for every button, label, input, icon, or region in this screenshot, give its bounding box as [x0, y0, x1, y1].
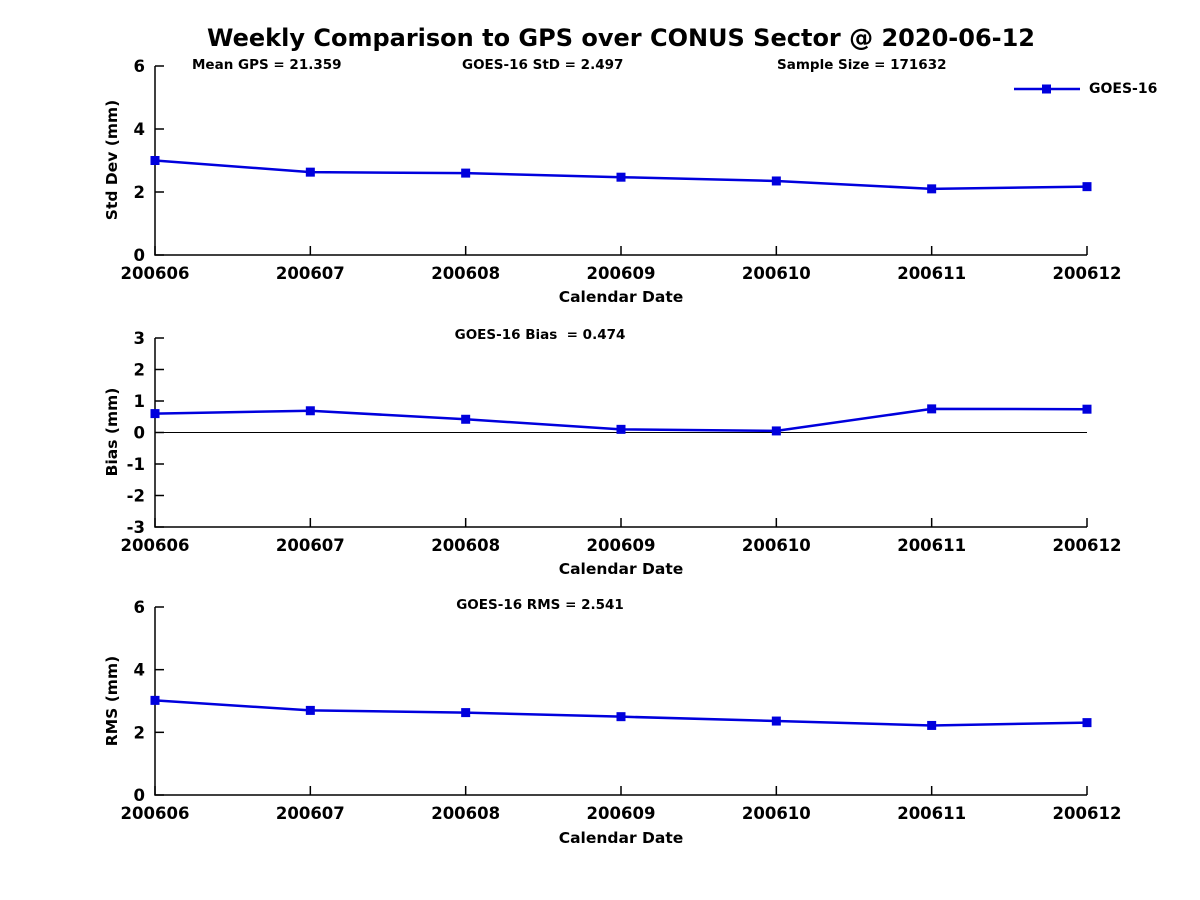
xlabel-bias: Calendar Date [558, 560, 684, 578]
subtitle-bias: GOES-16 Bias = 0.474 [454, 327, 626, 343]
y-tick-label: -2 [127, 487, 145, 506]
y-tick-label: 6 [134, 598, 145, 617]
data-point-marker [305, 406, 315, 416]
data-point-marker [305, 705, 315, 715]
x-tick-label: 200607 [276, 804, 345, 823]
x-tick-label: 200606 [121, 804, 190, 823]
x-tick-label: 200608 [431, 264, 500, 283]
y-tick-label: 3 [134, 329, 145, 348]
xlabel-rms: Calendar Date [558, 829, 684, 847]
x-tick-label: 200609 [587, 264, 656, 283]
y-tick-label: 4 [134, 661, 145, 680]
ylabel-std-dev: Std Dev (mm) [103, 99, 121, 221]
y-tick-label: 4 [134, 120, 145, 139]
x-tick-label: 200610 [742, 536, 811, 555]
data-point-marker [461, 414, 471, 424]
x-tick-label: 200611 [897, 804, 966, 823]
data-point-marker [1082, 404, 1092, 414]
ylabel-bias: Bias (mm) [103, 387, 121, 477]
legend-line-sample-icon [1014, 84, 1080, 94]
data-point-marker [461, 168, 471, 178]
data-point-marker [616, 712, 626, 722]
y-tick-label: 6 [134, 57, 145, 76]
data-point-marker [771, 426, 781, 436]
y-tick-label: 2 [134, 723, 145, 742]
x-tick-label: 200608 [431, 536, 500, 555]
data-point-marker [927, 720, 937, 730]
x-tick-label: 200609 [587, 804, 656, 823]
data-point-marker [616, 172, 626, 182]
x-tick-label: 200606 [121, 536, 190, 555]
x-tick-label: 200612 [1053, 536, 1122, 555]
y-tick-label: -1 [127, 455, 145, 474]
x-tick-label: 200610 [742, 264, 811, 283]
x-tick-label: 200609 [587, 536, 656, 555]
data-point-marker [150, 695, 160, 705]
x-tick-label: 200606 [121, 264, 190, 283]
figure-title: Weekly Comparison to GPS over CONUS Sect… [206, 24, 1035, 52]
y-tick-label: 0 [134, 246, 145, 265]
x-tick-label: 200612 [1053, 264, 1122, 283]
data-point-marker [1082, 718, 1092, 728]
y-tick-label: 0 [134, 424, 145, 443]
data-point-marker [150, 409, 160, 419]
subtitle-rms: GOES-16 RMS = 2.541 [456, 597, 624, 613]
data-point-marker [150, 156, 160, 165]
x-tick-label: 200607 [276, 264, 345, 283]
xlabel-std-dev: Calendar Date [558, 288, 684, 306]
chart-std-dev-plot: 0 2 4 6 200606 200607 200608 200609 200610 200611… [121, 57, 1122, 283]
annotation-goes16-std: GOES-16 StD = 2.497 [462, 57, 624, 73]
y-tick-label: 2 [134, 183, 145, 202]
x-tick-label: 200611 [897, 536, 966, 555]
y-tick-label: -3 [127, 518, 145, 537]
data-point-marker [771, 716, 781, 726]
x-tick-label: 200612 [1053, 804, 1122, 823]
chart-rms-plot: 0 2 4 6 200606 200607 200608 200609 200610 200611… [121, 598, 1122, 823]
legend-marker-icon [1042, 84, 1051, 94]
data-point-marker [461, 708, 471, 718]
axis-spines [154, 607, 1087, 796]
data-point-marker [771, 176, 781, 186]
data-point-marker [305, 167, 315, 177]
ylabel-rms: RMS (mm) [103, 655, 121, 747]
data-point-marker [927, 404, 937, 414]
axis-spines [154, 66, 1087, 256]
x-tick-label: 200608 [431, 804, 500, 823]
data-point-marker [616, 424, 626, 434]
x-tick-label: 200607 [276, 536, 345, 555]
y-tick-label: 2 [134, 361, 145, 380]
annotation-sample-size: Sample Size = 171632 [777, 57, 947, 73]
x-tick-label: 200611 [897, 264, 966, 283]
annotation-mean-gps: Mean GPS = 21.359 [192, 57, 342, 73]
y-tick-label: 1 [134, 392, 145, 411]
data-point-marker [1082, 182, 1092, 192]
data-point-marker [927, 184, 937, 194]
legend-label: GOES-16 [1089, 81, 1158, 97]
y-tick-label: 0 [134, 786, 145, 805]
x-tick-label: 200610 [742, 804, 811, 823]
legend: GOES-16 [1013, 81, 1157, 97]
